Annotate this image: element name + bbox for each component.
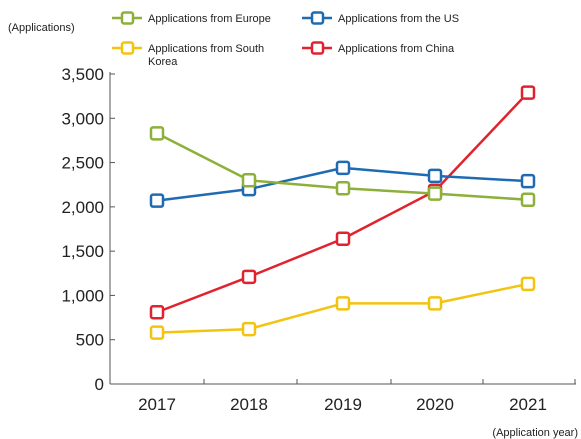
legend-item: Applications from the US	[302, 11, 459, 25]
y-tick-label: 3,500	[61, 65, 104, 84]
data-point	[427, 296, 443, 311]
series-3	[149, 85, 536, 320]
series-0	[149, 126, 536, 208]
legend-label: Applications from China	[338, 43, 455, 55]
y-tick-label: 500	[76, 331, 104, 350]
data-point	[427, 168, 443, 184]
data-point	[149, 126, 165, 141]
x-tick-label: 2018	[230, 395, 268, 414]
legend-label: Applications from the US	[338, 13, 459, 25]
legend-marker	[120, 41, 135, 55]
axes: 0 500 1,000 1,500 2,000 2,500 3,000 3,500 2017 20…	[61, 65, 576, 414]
x-tick-label: 2019	[324, 395, 362, 414]
x-tick-label: 2020	[416, 395, 454, 414]
legend-item: Applications from China	[302, 41, 455, 55]
x-tick-label: 2021	[509, 395, 547, 414]
legend-marker	[310, 41, 325, 55]
y-tick-label: 0	[95, 375, 104, 394]
data-point	[520, 85, 536, 100]
y-tick-label: 2,500	[61, 154, 104, 173]
y-tick-label: 3,000	[61, 109, 104, 128]
data-point	[335, 160, 351, 176]
y-tick-label: 1,500	[61, 242, 104, 261]
legend: Applications from Europe Applications fro…	[112, 11, 459, 68]
y-axis-label: (Applications)	[8, 22, 75, 34]
data-point	[149, 325, 165, 340]
data-point	[149, 305, 165, 320]
data-point	[427, 186, 443, 201]
series-layer	[149, 85, 536, 340]
data-point	[520, 173, 536, 189]
legend-item: Applications from Europe	[112, 11, 271, 25]
x-tick-label: 2017	[138, 395, 176, 414]
series-1	[149, 160, 536, 208]
data-point	[520, 192, 536, 208]
legend-label: Applications from South Korea	[148, 43, 264, 68]
legend-marker	[310, 11, 325, 25]
data-point	[241, 269, 257, 285]
legend-marker	[120, 11, 135, 25]
x-axis-label: (Application year)	[492, 427, 578, 439]
data-point	[335, 181, 351, 196]
data-point	[335, 296, 351, 311]
y-tick-label: 1,000	[61, 286, 104, 305]
data-point	[335, 231, 351, 246]
y-tick-label: 2,000	[61, 198, 104, 217]
series-2	[149, 276, 536, 340]
data-point	[149, 193, 165, 208]
legend-label: Applications from Europe	[148, 13, 271, 25]
legend-item: Applications from South Korea	[112, 41, 264, 68]
series-line	[156, 91, 529, 314]
data-point	[241, 321, 257, 337]
data-point	[241, 173, 257, 188]
data-point	[520, 276, 536, 292]
